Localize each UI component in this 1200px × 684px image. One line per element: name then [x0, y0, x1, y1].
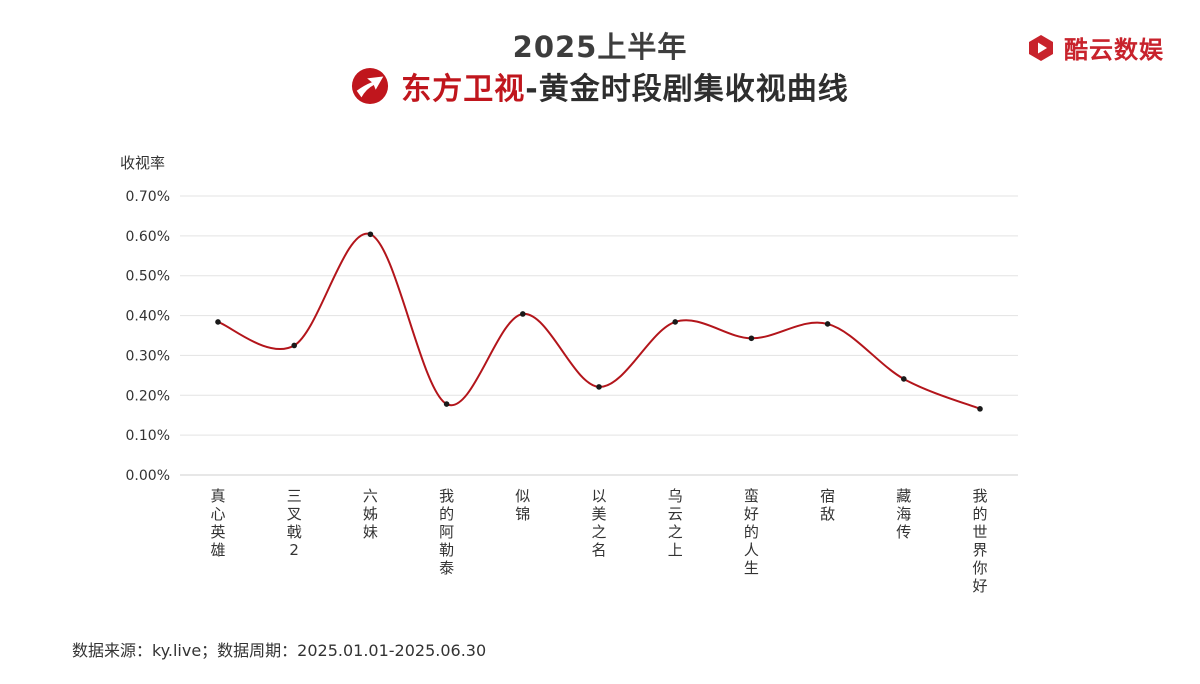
x-category-label: 乌云之上: [668, 487, 683, 559]
x-category-label: 似锦: [515, 487, 530, 523]
data-point: [215, 319, 221, 325]
data-point: [367, 231, 374, 238]
y-tick-label: 0.60%: [126, 229, 170, 245]
y-tick-label: 0.10%: [126, 428, 170, 444]
chart-title-rest: -黄金时段剧集收视曲线: [525, 72, 849, 107]
play-logo-icon: [1029, 34, 1053, 61]
chart-title: 东方卫视 -黄金时段剧集收视曲线: [0, 64, 1200, 108]
x-category-label: 三叉戟 2: [287, 487, 302, 559]
x-category-label: 藏海传: [896, 487, 911, 541]
x-category-label: 蛮好的人生: [744, 487, 759, 577]
data-point: [443, 401, 450, 407]
y-tick-label: 0.20%: [126, 388, 170, 404]
x-category-label: 真心英雄: [210, 487, 225, 559]
y-tick-label: 0.70%: [126, 189, 170, 205]
data-source-note: 数据来源：ky.live；数据周期：2025.01.01-2025.06.30: [72, 641, 487, 660]
y-tick-label: 0.40%: [126, 309, 170, 325]
data-point: [824, 321, 831, 327]
y-axis-label: 收视率: [120, 154, 165, 172]
data-point: [596, 384, 602, 390]
data-point: [520, 311, 526, 317]
y-tick-label: 0.00%: [126, 468, 170, 484]
y-tick-label: 0.50%: [126, 269, 170, 285]
x-category-labels: 真心英雄 三叉戟 2 六姊妹 我的阿勒泰 似锦 以美之名 乌云之上 蛮好的人生 宿敌 藏海传 我的世界…: [210, 487, 987, 595]
data-points: [215, 231, 983, 412]
channel-name: 东方卫视: [401, 72, 526, 107]
grid-lines: [180, 195, 1018, 476]
y-tick-labels: 0.00% 0.10% 0.20% 0.30% 0.40% 0.50% 0.60% 0.70%: [126, 189, 170, 484]
x-category-label: 我的阿勒泰: [439, 487, 454, 577]
data-point: [901, 376, 907, 382]
x-category-label: 以美之名: [591, 487, 606, 559]
dragon-tv-logo-icon: [352, 67, 389, 105]
data-point: [672, 319, 678, 325]
brand-logo: 酷云数娱: [1026, 30, 1164, 65]
data-point: [291, 342, 298, 349]
data-point: [977, 406, 983, 412]
brand-name: 酷云数娱: [1064, 36, 1164, 64]
x-category-label: 我的世界你好: [972, 487, 987, 595]
x-category-label: 六姊妹: [363, 487, 378, 541]
y-tick-label: 0.30%: [126, 348, 170, 364]
data-point: [748, 335, 755, 342]
x-category-label: 宿敌: [820, 487, 835, 523]
chart-title-year: 2025上半年: [512, 30, 688, 64]
series-line: [217, 232, 981, 410]
